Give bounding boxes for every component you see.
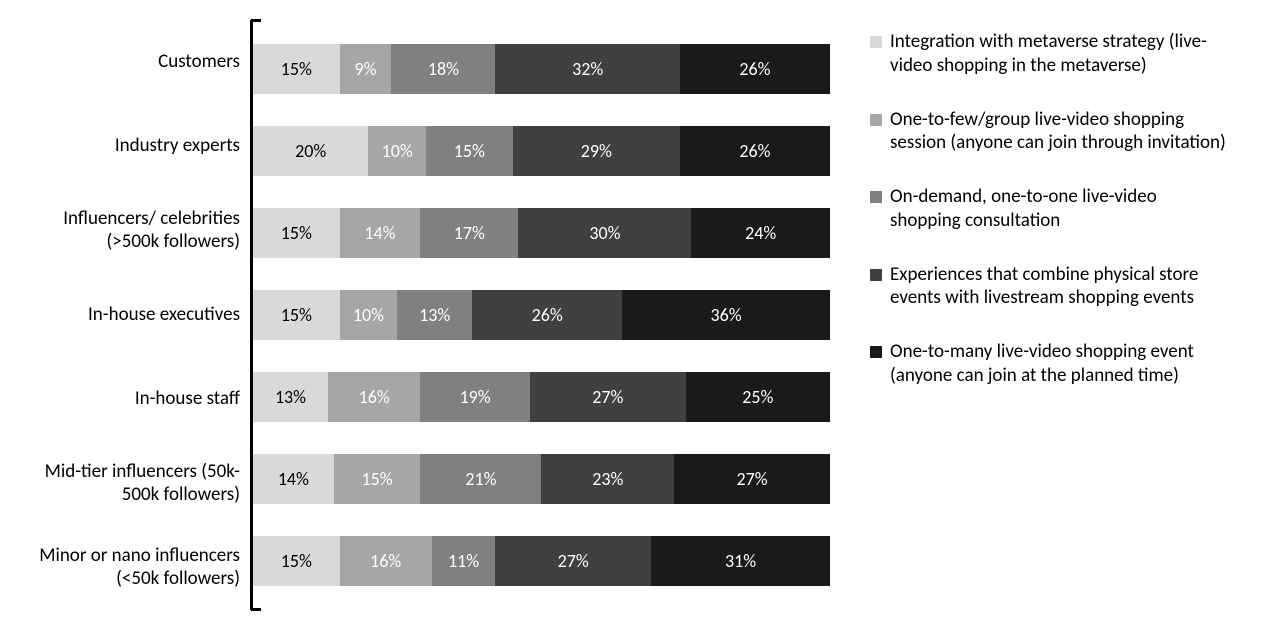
bar-segment: 24% [691, 208, 829, 258]
bar-row: 14%15%21%23%27% [253, 438, 830, 520]
legend-swatch [870, 191, 882, 203]
bar-row: 15%10%13%26%36% [253, 274, 830, 356]
bar-segment: 10% [368, 126, 426, 176]
stacked-bar: 15%16%11%27%31% [253, 536, 830, 586]
y-axis-label: Mid-tier influencers (50k-500k followers… [30, 443, 240, 525]
bar-row: 20%10%15%29%26% [253, 110, 830, 192]
stacked-bar: 20%10%15%29%26% [253, 126, 830, 176]
bar-segment: 14% [340, 208, 421, 258]
bar-segment: 14% [253, 454, 334, 504]
legend-item: On-demand, one-to-one live-video shoppin… [870, 185, 1230, 233]
legend-label: Experiences that combine physical store … [890, 263, 1230, 311]
bar-segment: 27% [674, 454, 830, 504]
bar-segment: 21% [420, 454, 541, 504]
legend-swatch [870, 346, 882, 358]
bar-segment: 26% [472, 290, 622, 340]
bar-segment: 15% [253, 290, 340, 340]
bar-segment: 36% [622, 290, 830, 340]
bar-segment: 13% [253, 372, 328, 422]
legend-label: Integration with metaverse strategy (liv… [890, 30, 1230, 78]
legend-label: One-to-many live-video shopping event (a… [890, 340, 1230, 388]
y-axis-label: In-house staff [30, 358, 240, 440]
chart-area: CustomersIndustry expertsInfluencers/ ce… [30, 20, 830, 610]
plot-area: 15%9%18%32%26%20%10%15%29%26%15%14%17%30… [250, 20, 830, 610]
bar-segment: 29% [513, 126, 680, 176]
legend-item: Integration with metaverse strategy (liv… [870, 30, 1230, 78]
bar-row: 15%9%18%32%26% [253, 28, 830, 110]
y-axis-label: In-house executives [30, 274, 240, 356]
y-axis-label: Minor or nano influencers (<50k follower… [30, 527, 240, 609]
bar-segment: 11% [432, 536, 495, 586]
bar-segment: 15% [253, 44, 340, 94]
bar-segment: 27% [495, 536, 651, 586]
y-axis-label: Influencers/ celebrities (>500k follower… [30, 190, 240, 272]
bar-segment: 15% [253, 536, 340, 586]
legend-swatch [870, 36, 882, 48]
bar-segment: 15% [334, 454, 421, 504]
bar-segment: 15% [253, 208, 340, 258]
stacked-bar: 15%9%18%32%26% [253, 44, 830, 94]
bar-segment: 19% [420, 372, 530, 422]
bar-segment: 26% [680, 44, 830, 94]
y-axis-labels: CustomersIndustry expertsInfluencers/ ce… [30, 20, 250, 610]
stacked-bar: 15%14%17%30%24% [253, 208, 830, 258]
stacked-bar: 14%15%21%23%27% [253, 454, 830, 504]
bar-segment: 15% [426, 126, 513, 176]
legend-item: Experiences that combine physical store … [870, 263, 1230, 311]
bar-segment: 26% [680, 126, 830, 176]
legend-swatch [870, 269, 882, 281]
legend-item: One-to-few/group live-video shopping ses… [870, 108, 1230, 156]
legend-item: One-to-many live-video shopping event (a… [870, 340, 1230, 388]
bar-segment: 23% [541, 454, 674, 504]
bar-segment: 18% [391, 44, 495, 94]
y-axis-label: Industry experts [30, 105, 240, 187]
bar-segment: 25% [686, 372, 830, 422]
bar-segment: 16% [328, 372, 420, 422]
bar-segment: 31% [651, 536, 830, 586]
bar-segment: 9% [340, 44, 392, 94]
stacked-bar: 13%16%19%27%25% [253, 372, 830, 422]
bar-segment: 16% [340, 536, 432, 586]
bar-segment: 27% [530, 372, 686, 422]
bar-row: 13%16%19%27%25% [253, 356, 830, 438]
bar-segment: 32% [495, 44, 680, 94]
legend: Integration with metaverse strategy (liv… [870, 20, 1230, 388]
stacked-bar: 15%10%13%26%36% [253, 290, 830, 340]
legend-swatch [870, 114, 882, 126]
bar-segment: 20% [253, 126, 368, 176]
bar-segment: 30% [518, 208, 691, 258]
bar-segment: 13% [397, 290, 472, 340]
y-axis-label: Customers [30, 21, 240, 103]
legend-label: On-demand, one-to-one live-video shoppin… [890, 185, 1230, 233]
bar-row: 15%16%11%27%31% [253, 520, 830, 602]
legend-label: One-to-few/group live-video shopping ses… [890, 108, 1230, 156]
bar-row: 15%14%17%30%24% [253, 192, 830, 274]
bar-segment: 10% [340, 290, 398, 340]
stacked-bar-chart: CustomersIndustry expertsInfluencers/ ce… [30, 20, 1241, 610]
bar-segment: 17% [420, 208, 518, 258]
